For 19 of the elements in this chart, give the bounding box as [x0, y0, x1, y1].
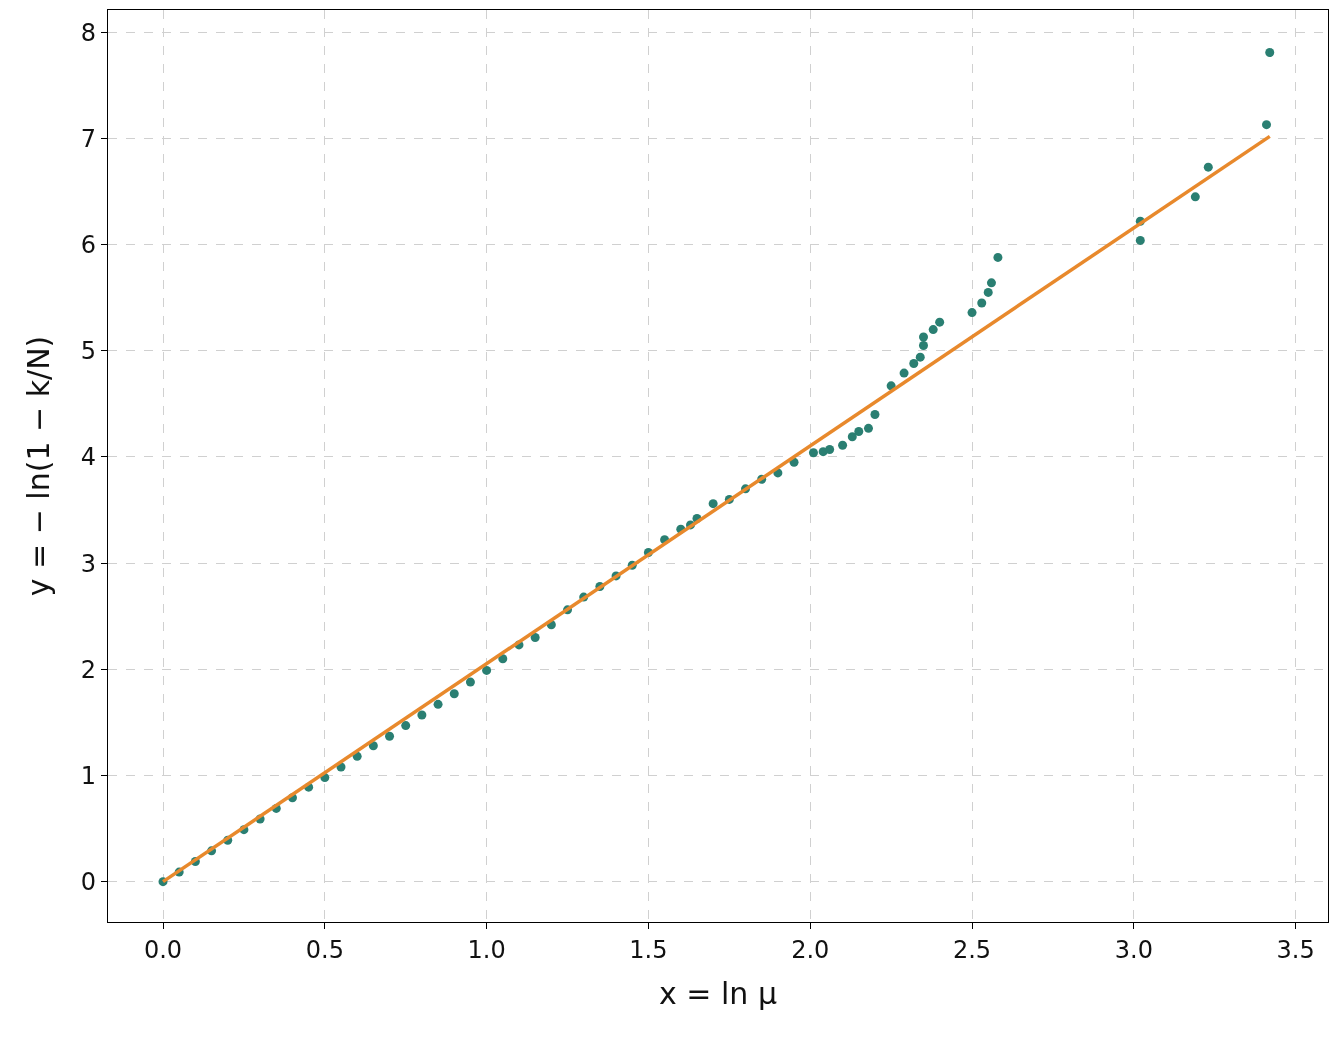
- x-tick-label: 1.5: [629, 935, 668, 964]
- y-tick-label: 0: [80, 868, 97, 897]
- x-tick-label: 0.5: [305, 935, 344, 964]
- x-tick-label: 0.0: [143, 935, 183, 964]
- x-tick-label: 3.0: [1114, 935, 1153, 964]
- x-tick-label: 3.5: [1276, 935, 1315, 964]
- y-tick-label: 8: [80, 18, 97, 47]
- x-tick-label: 1.0: [467, 935, 506, 964]
- y-axis-title: y = − ln(1 − k/N): [20, 335, 56, 597]
- y-tick-label: 5: [80, 337, 97, 366]
- y-tick-label: 2: [80, 655, 97, 684]
- x-tick-label: 2.0: [791, 935, 830, 964]
- y-tick-label: 4: [80, 443, 97, 472]
- y-tick-label: 3: [80, 549, 97, 578]
- y-tick-label: 1: [80, 761, 97, 790]
- y-tick-label: 7: [80, 124, 97, 153]
- x-tick-label: 2.5: [952, 935, 992, 964]
- x-axis-title: x = ln μ: [659, 976, 777, 1012]
- y-tick-label: 6: [80, 231, 97, 260]
